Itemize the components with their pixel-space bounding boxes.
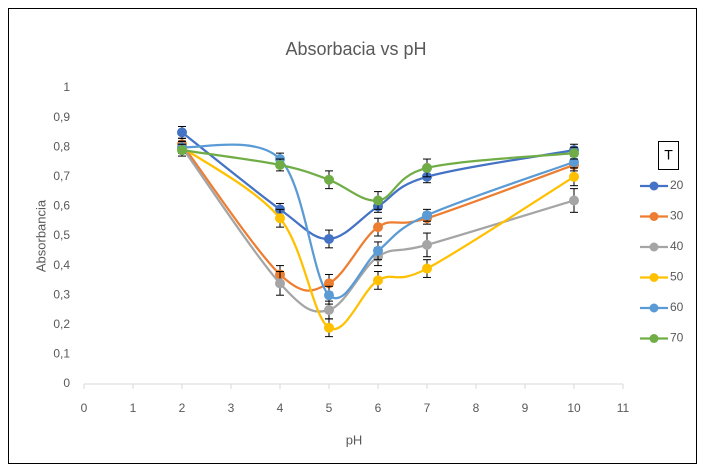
data-point	[275, 159, 285, 170]
x-tick-label: 8	[473, 401, 480, 415]
legend-label: 30	[670, 209, 684, 223]
y-tick-label: 0,7	[53, 169, 70, 183]
legend-label: 50	[670, 270, 684, 284]
x-tick-label: 0	[81, 401, 88, 415]
data-point	[569, 195, 579, 206]
series-line	[181, 143, 575, 300]
data-point	[569, 148, 579, 159]
data-point	[177, 127, 187, 138]
x-tick-label: 5	[326, 401, 333, 415]
legend-marker	[649, 212, 659, 221]
chart-border	[8, 8, 697, 464]
y-tick-label: 0,3	[53, 287, 70, 301]
data-point	[324, 233, 334, 244]
y-tick-label: 0	[63, 376, 70, 390]
legend-label: 60	[670, 300, 684, 314]
data-point	[324, 305, 334, 315]
legend-title-box	[658, 141, 679, 170]
legend-marker	[649, 273, 659, 282]
y-tick-label: 0,4	[53, 258, 70, 272]
data-point	[373, 245, 383, 256]
x-tick-label: 6	[375, 401, 382, 415]
data-point	[373, 195, 383, 206]
x-tick-label: 1	[130, 401, 137, 415]
x-tick-label: 4	[277, 401, 284, 415]
data-point	[324, 322, 334, 333]
legend-marker	[649, 334, 659, 343]
x-tick-label: 11	[617, 401, 630, 415]
y-tick-label: 0,6	[53, 199, 70, 213]
x-tick-label: 10	[567, 401, 581, 415]
legend-label: 40	[670, 239, 684, 253]
data-point	[324, 290, 334, 301]
x-tick-label: 9	[522, 401, 529, 415]
data-point	[177, 145, 187, 156]
legend-label: 70	[670, 331, 684, 345]
data-point	[422, 263, 432, 274]
y-axis-label: Absorbancia	[33, 199, 48, 272]
series-line	[181, 149, 575, 202]
y-tick-label: 0,5	[53, 228, 70, 242]
data-point	[569, 171, 579, 182]
series-line	[181, 146, 575, 331]
series-line	[181, 146, 575, 313]
legend-marker	[649, 181, 659, 191]
legend-title: T	[664, 147, 673, 163]
data-point	[422, 162, 432, 173]
data-point	[275, 213, 285, 224]
x-axis-label: pH	[346, 432, 363, 447]
series-line	[181, 143, 575, 292]
data-point	[422, 210, 432, 221]
legend-label: 20	[670, 178, 684, 192]
data-point	[373, 222, 383, 233]
y-tick-label: 0,9	[53, 110, 70, 124]
y-tick-label: 1	[63, 80, 70, 94]
y-tick-label: 0,2	[53, 317, 70, 331]
data-point	[422, 239, 432, 250]
y-tick-label: 0,8	[53, 139, 70, 153]
data-point	[324, 174, 334, 185]
legend-marker	[649, 303, 659, 313]
y-tick-label: 0,1	[53, 347, 70, 361]
chart-title: Absorbacia vs pH	[285, 39, 426, 59]
legend-marker	[649, 242, 659, 252]
series-line	[181, 131, 575, 241]
data-point	[373, 275, 383, 286]
data-point	[275, 278, 285, 289]
x-tick-label: 7	[424, 401, 431, 415]
x-tick-label: 3	[228, 401, 235, 415]
x-tick-label: 2	[179, 401, 186, 415]
